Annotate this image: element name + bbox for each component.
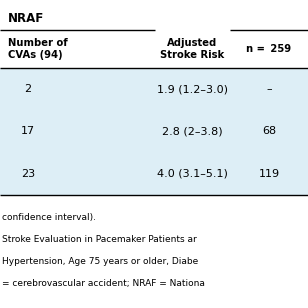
Text: 23: 23 (21, 169, 35, 179)
Text: Number of: Number of (8, 38, 68, 48)
Text: 68: 68 (262, 127, 276, 136)
Text: 119: 119 (258, 169, 280, 179)
Text: 2.8 (2–3.8): 2.8 (2–3.8) (162, 127, 223, 136)
Text: CVAs (94): CVAs (94) (8, 50, 63, 60)
Text: n =  259: n = 259 (246, 44, 292, 54)
Text: Hypertension, Age 75 years or older, Diabe: Hypertension, Age 75 years or older, Dia… (2, 257, 198, 266)
Text: = cerebrovascular accident; NRAF = Nationa: = cerebrovascular accident; NRAF = Natio… (2, 279, 205, 288)
Text: 1.9 (1.2–3.0): 1.9 (1.2–3.0) (157, 84, 228, 94)
Text: Adjusted: Adjusted (167, 38, 218, 48)
Text: 2: 2 (24, 84, 31, 94)
Text: 4.0 (3.1–5.1): 4.0 (3.1–5.1) (157, 169, 228, 179)
Text: confidence interval).: confidence interval). (2, 213, 96, 222)
Text: NRAF: NRAF (8, 12, 44, 25)
Bar (0, 110, 308, 153)
Bar (0, 68, 308, 110)
Bar (0, 30, 308, 68)
Text: Stroke Risk: Stroke Risk (160, 50, 225, 60)
Text: Stroke Evaluation in Pacemaker Patients ar: Stroke Evaluation in Pacemaker Patients … (2, 235, 197, 244)
Text: –: – (266, 84, 272, 94)
Bar (0, 153, 308, 195)
Text: 17: 17 (21, 127, 35, 136)
